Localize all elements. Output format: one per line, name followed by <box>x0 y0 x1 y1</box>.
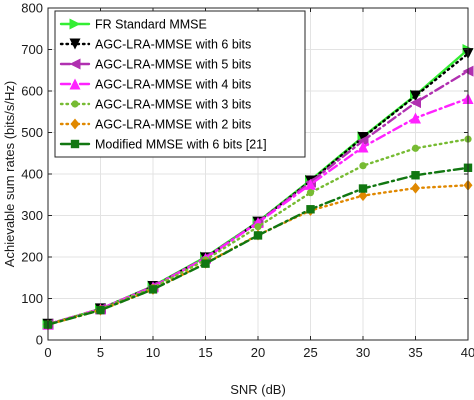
legend-box <box>54 10 306 158</box>
legend-label: AGC-LRA-MMSE with 3 bits <box>95 98 251 112</box>
x-tick-label: 5 <box>97 345 104 360</box>
data-point <box>357 131 369 143</box>
legend-item: AGC-LRA-MMSE with 6 bits <box>59 38 251 52</box>
x-tick-label: 10 <box>146 345 160 360</box>
legend-label: Modified MMSE with 6 bits [21] <box>95 138 267 152</box>
legend-item: AGC-LRA-MMSE with 3 bits <box>59 98 251 112</box>
data-point <box>411 144 420 152</box>
data-point <box>357 135 369 147</box>
data-point <box>148 285 158 294</box>
data-point <box>254 223 262 231</box>
legend-marker <box>69 58 81 70</box>
legend-item: AGC-LRA-MMSE with 5 bits <box>59 58 251 72</box>
x-tick-label: 15 <box>198 345 212 360</box>
data-point <box>306 189 315 197</box>
data-point <box>201 259 210 268</box>
legend-marker <box>69 38 81 50</box>
data-point <box>410 112 421 124</box>
data-point <box>410 90 421 102</box>
y-tick-label: 700 <box>21 42 43 57</box>
legend-item: FR Standard MMSE <box>59 18 207 32</box>
legend-label: AGC-LRA-MMSE with 5 bits <box>95 58 251 72</box>
x-tick-label: 35 <box>408 345 422 360</box>
data-point <box>359 162 367 170</box>
x-tick-label: 30 <box>356 345 370 360</box>
x-tick-label: 40 <box>461 345 474 360</box>
series-line <box>46 184 470 326</box>
x-tick-label: 20 <box>251 345 265 360</box>
legend-marker <box>70 139 80 149</box>
x-tick-label: 25 <box>303 345 317 360</box>
data-point <box>358 190 368 202</box>
y-tick-label: 0 <box>36 333 43 348</box>
y-axis-label: Achievable sum rates (bits/s/Hz) <box>2 81 17 267</box>
data-point <box>253 231 263 240</box>
data-point <box>306 205 315 214</box>
y-tick-label: 500 <box>21 125 43 140</box>
legend-item: AGC-LRA-MMSE with 4 bits <box>59 78 251 92</box>
y-tick-label: 400 <box>21 167 43 182</box>
y-tick-label: 800 <box>21 1 43 16</box>
legend-marker <box>71 100 79 108</box>
legend-label: FR Standard MMSE <box>95 18 207 32</box>
axis-ticks: 0 5 10 15 20 25 30 35 40010020030040050060070080… <box>21 1 474 361</box>
data-point <box>411 182 420 194</box>
data-point <box>358 184 368 193</box>
legend-label: AGC-LRA-MMSE with 4 bits <box>95 78 251 92</box>
x-tick-label: 0 <box>44 345 51 360</box>
legend-marker <box>70 118 80 130</box>
data-point <box>305 178 316 190</box>
legend: FR Standard MMSE AGC-LRA-MMSE with 6 bits… <box>54 10 306 158</box>
data-point <box>411 171 420 180</box>
data-point <box>96 305 105 315</box>
y-tick-label: 300 <box>21 208 43 223</box>
legend-item: Modified MMSE with 6 bits [21] <box>59 138 267 152</box>
legend-item: AGC-LRA-MMSE with 2 bits <box>59 118 251 132</box>
legend-label: AGC-LRA-MMSE with 6 bits <box>95 38 251 52</box>
y-tick-label: 600 <box>21 84 43 99</box>
data-point <box>410 97 421 109</box>
data-point <box>357 141 369 153</box>
y-tick-label: 100 <box>21 291 43 306</box>
legend-marker <box>69 78 81 90</box>
x-axis-label: SNR (dB) <box>230 382 286 397</box>
y-tick-label: 200 <box>21 250 43 265</box>
legend-label: AGC-LRA-MMSE with 2 bits <box>95 118 251 132</box>
legend-marker <box>69 18 81 30</box>
